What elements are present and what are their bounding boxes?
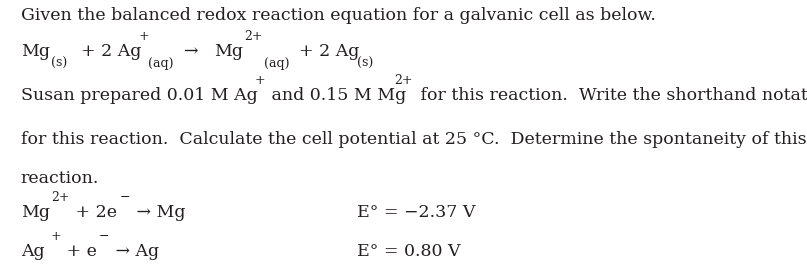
Text: for this reaction.  Calculate the cell potential at 25 °C.  Determine the sponta: for this reaction. Calculate the cell po… [21,131,806,148]
Text: Ag: Ag [21,243,44,260]
Text: E° = −2.37 V: E° = −2.37 V [358,204,476,221]
Text: +: + [51,230,61,243]
Text: 2+: 2+ [51,191,69,204]
Text: → Ag: → Ag [110,243,159,260]
Text: 2+: 2+ [395,75,413,87]
Text: + 2 Ag: + 2 Ag [81,43,141,60]
Text: (aq): (aq) [148,57,174,70]
Text: + 2 Ag: + 2 Ag [299,43,359,60]
Text: Mg: Mg [21,43,50,60]
Text: Susan prepared 0.01 M Ag: Susan prepared 0.01 M Ag [21,87,257,104]
Text: +: + [138,31,148,43]
Text: +: + [255,75,266,87]
Text: →: → [184,43,199,60]
Text: Mg: Mg [21,204,50,221]
Text: → Mg: → Mg [131,204,186,221]
Text: 2+: 2+ [244,31,262,43]
Text: E° = 0.80 V: E° = 0.80 V [358,243,461,260]
Text: Given the balanced redox reaction equation for a galvanic cell as below.: Given the balanced redox reaction equati… [21,7,655,24]
Text: + 2e: + 2e [70,204,117,221]
Text: −: − [120,191,131,204]
Text: Mg: Mg [214,43,243,60]
Text: (s): (s) [357,57,373,70]
Text: (aq): (aq) [264,57,289,70]
Text: and 0.15 M Mg: and 0.15 M Mg [266,87,406,104]
Text: (s): (s) [51,57,67,70]
Text: reaction.: reaction. [21,170,99,187]
Text: −: − [98,230,109,243]
Text: for this reaction.  Write the shorthand notation: for this reaction. Write the shorthand n… [415,87,807,104]
Text: + e: + e [61,243,97,260]
